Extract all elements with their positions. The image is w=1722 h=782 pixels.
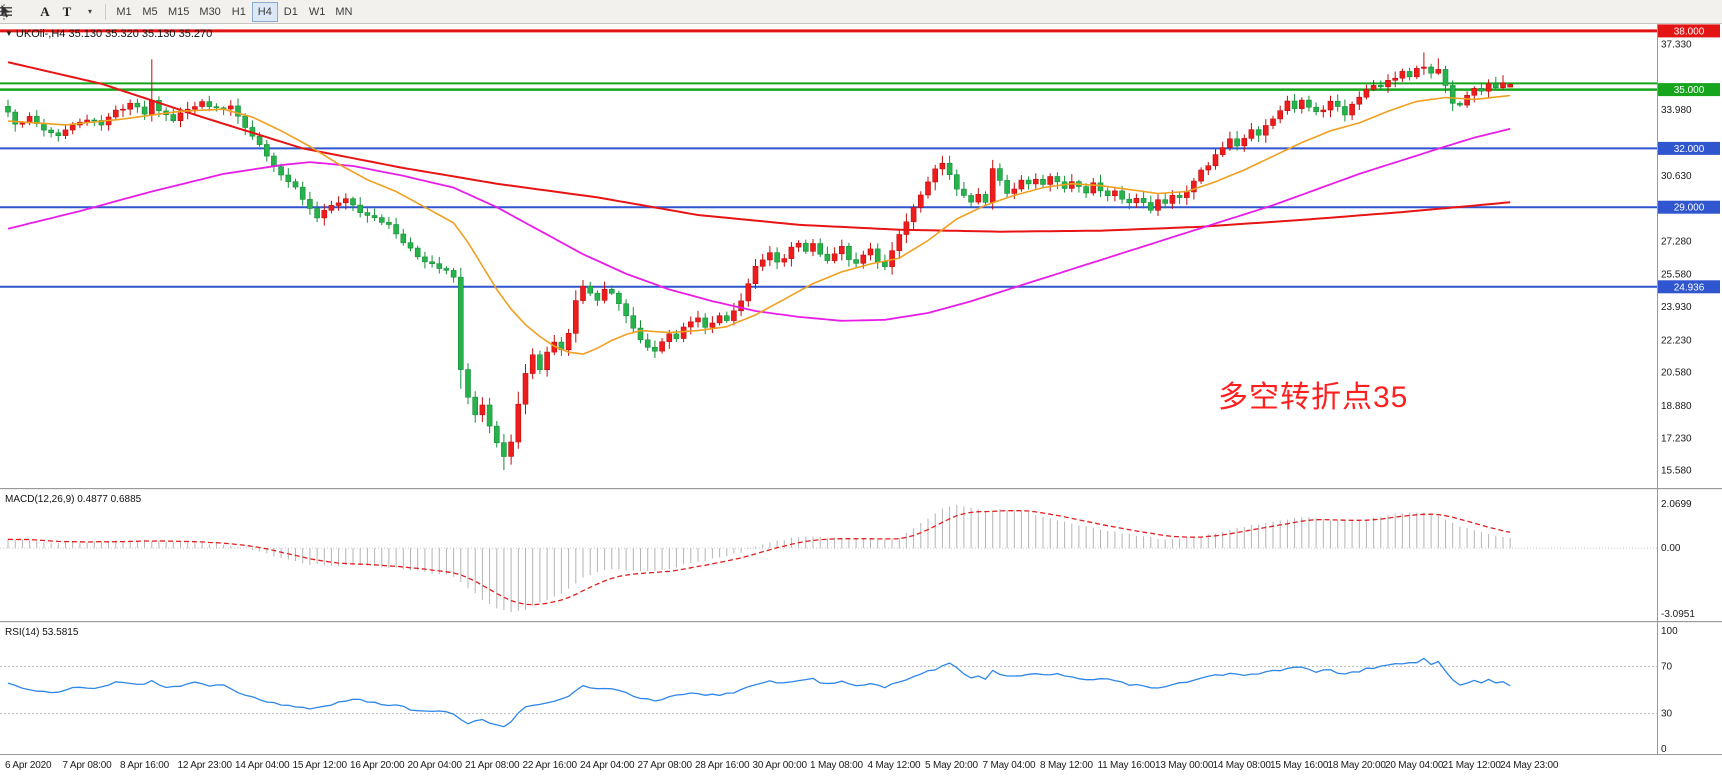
time-label: 28 Apr 16:00 xyxy=(695,760,750,771)
time-label: 27 Apr 08:00 xyxy=(637,760,693,771)
time-label: 8 Apr 16:00 xyxy=(120,760,169,771)
cursor-tool-button[interactable]: ▾ xyxy=(1,2,100,22)
svg-text:20.580: 20.580 xyxy=(1661,368,1692,379)
macd-signal-line xyxy=(7,510,1511,606)
time-label: 4 May 12:00 xyxy=(867,760,921,771)
timeframe-button-m1[interactable]: M1 xyxy=(111,2,137,22)
time-label: 16 Apr 20:00 xyxy=(350,760,405,771)
svg-text:17.230: 17.230 xyxy=(1661,433,1692,444)
time-label: 22 Apr 16:00 xyxy=(522,760,578,771)
text-tool-t-button[interactable]: T xyxy=(56,2,78,22)
main-chart-panel[interactable]: 37.330 33.980 30.630 27.280 25.580 23.930 22.2… xyxy=(0,24,1722,488)
panel-divider[interactable] xyxy=(0,488,1722,490)
svg-text:33.980: 33.980 xyxy=(1661,105,1692,116)
time-label: 14 May 08:00 xyxy=(1212,760,1271,771)
time-label: 7 May 04:00 xyxy=(982,760,1036,771)
chevron-down-icon: ▾ xyxy=(87,7,92,16)
svg-text:30.630: 30.630 xyxy=(1661,171,1692,182)
time-label: 24 Apr 04:00 xyxy=(580,760,635,771)
timeframe-button-mn[interactable]: MN xyxy=(330,2,357,22)
svg-text:35.000: 35.000 xyxy=(1674,85,1705,96)
svg-text:18.880: 18.880 xyxy=(1661,401,1692,412)
time-label: 13 May 00:00 xyxy=(1155,760,1214,771)
time-label: 21 May 12:00 xyxy=(1442,760,1501,771)
symbol-ohlc-text: UKOil-,H4 35.130 35.320 35.130 35.270 xyxy=(15,28,213,40)
price-axis-labels: 37.330 33.980 30.630 27.280 25.580 23.930 22.2… xyxy=(1661,40,1692,477)
time-label: 21 Apr 08:00 xyxy=(465,760,520,771)
candles xyxy=(5,52,1513,471)
time-label: 5 May 20:00 xyxy=(925,760,978,771)
price-axis-border xyxy=(1657,24,1658,754)
price-axis-badges: 38.000 35.000 32.000 29.000 24.936 xyxy=(1658,24,1720,294)
dropdown-triangle-icon: ▼ xyxy=(5,29,13,38)
svg-text:70: 70 xyxy=(1661,661,1673,672)
macd-axis-labels: 2.0699 0.00 -3.0951 xyxy=(1661,499,1695,620)
symbol-ohlc-readout: ▼ UKOil-,H4 35.130 35.320 35.130 35.270 xyxy=(5,28,212,40)
svg-text:25.580: 25.580 xyxy=(1661,270,1692,281)
time-axis-border xyxy=(0,754,1722,755)
svg-text:24.936: 24.936 xyxy=(1674,282,1705,293)
time-label: 15 Apr 12:00 xyxy=(292,760,348,771)
macd-label: MACD(12,26,9) 0.4877 0.6885 xyxy=(5,494,142,505)
time-label: 20 Apr 04:00 xyxy=(407,760,463,771)
timeframe-button-d1[interactable]: D1 xyxy=(278,2,304,22)
time-label: 7 Apr 08:00 xyxy=(62,760,112,771)
svg-text:23.930: 23.930 xyxy=(1661,302,1692,313)
ma-mid-magenta xyxy=(7,127,1511,322)
rsi-line xyxy=(7,657,1511,728)
time-label: 18 May 20:00 xyxy=(1327,760,1386,771)
svg-text:100: 100 xyxy=(1661,626,1678,637)
panel-divider[interactable] xyxy=(0,621,1722,623)
svg-text:-3.0951: -3.0951 xyxy=(1661,609,1695,620)
charts-menu-button[interactable] xyxy=(0,2,34,22)
time-label: 30 Apr 00:00 xyxy=(752,760,808,771)
time-label: 15 May 16:00 xyxy=(1270,760,1329,771)
svg-text:27.280: 27.280 xyxy=(1661,236,1692,247)
cursor-icon xyxy=(1,5,10,18)
time-label: 12 Apr 23:00 xyxy=(177,760,233,771)
svg-text:32.000: 32.000 xyxy=(1674,144,1705,155)
ma-fast-orange xyxy=(7,94,1511,355)
ma-slow-red xyxy=(7,61,1511,233)
rsi-level-lines: 100 70 30 0 xyxy=(0,626,1678,754)
svg-text:30: 30 xyxy=(1661,709,1673,720)
rsi-panel[interactable]: 100 70 30 0 xyxy=(0,623,1722,754)
svg-text:0.00: 0.00 xyxy=(1661,543,1681,554)
timeframe-button-m5[interactable]: M5 xyxy=(137,2,163,22)
time-label: 1 May 08:00 xyxy=(810,760,863,771)
timeframe-button-h1[interactable]: H1 xyxy=(226,2,252,22)
svg-text:29.000: 29.000 xyxy=(1674,203,1705,214)
macd-panel[interactable]: 2.0699 0.00 -3.0951 xyxy=(0,490,1722,621)
svg-text:0: 0 xyxy=(1661,744,1667,754)
time-label: 11 May 16:00 xyxy=(1097,760,1156,771)
svg-text:22.230: 22.230 xyxy=(1661,335,1692,346)
chart-annotation-text: 多空转折点35 xyxy=(1218,381,1409,414)
rsi-label: RSI(14) 53.5815 xyxy=(5,627,79,638)
svg-text:15.580: 15.580 xyxy=(1661,466,1692,477)
svg-text:38.000: 38.000 xyxy=(1674,26,1705,37)
time-label: 8 May 12:00 xyxy=(1040,760,1093,771)
timeframe-button-w1[interactable]: W1 xyxy=(304,2,331,22)
timeframe-group: M1 M5 M15 M30 H1 H4 D1 W1 MN xyxy=(111,1,357,22)
time-label: 20 May 04:00 xyxy=(1385,760,1444,771)
text-tool-a-button[interactable]: A xyxy=(34,2,56,22)
time-axis[interactable]: 6 Apr 2020 7 Apr 08:00 8 Apr 16:00 12 Apr 2… xyxy=(0,755,1722,782)
time-label: 24 May 23:00 xyxy=(1500,760,1559,771)
timeframe-button-h4[interactable]: H4 xyxy=(251,1,278,22)
macd-histogram xyxy=(7,505,1511,613)
toolbar-separator xyxy=(105,3,106,20)
svg-text:2.0699: 2.0699 xyxy=(1661,499,1692,510)
time-label: 6 Apr 2020 xyxy=(5,760,52,771)
timeframe-button-m15[interactable]: M15 xyxy=(163,2,194,22)
svg-text:37.330: 37.330 xyxy=(1661,40,1692,51)
timeframe-button-m30[interactable]: M30 xyxy=(194,2,225,22)
time-label: 14 Apr 04:00 xyxy=(235,760,290,771)
toolbar: A T ▾ M1 M5 M15 M30 H1 H4 D1 W1 MN xyxy=(0,0,1722,24)
